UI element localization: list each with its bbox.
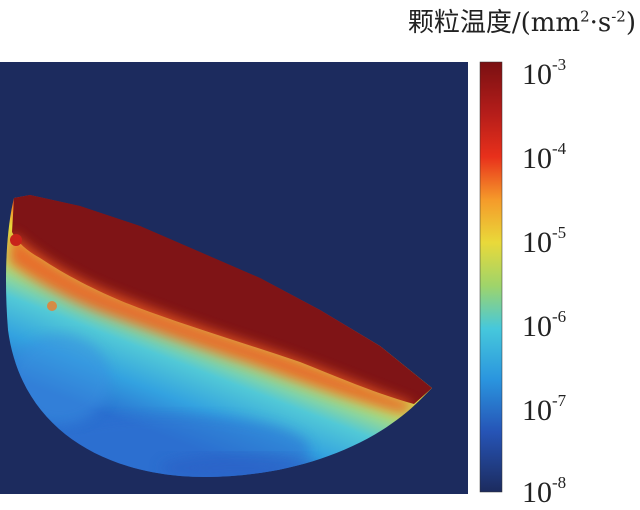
- colorbar-tick: 10-7: [522, 391, 567, 427]
- colorbar-title: 颗粒温度/(mm2·s-2): [407, 7, 636, 38]
- colorbar-tick: 10-8: [522, 473, 567, 509]
- colorbar-tick: 10-6: [522, 307, 567, 343]
- colorbar-tick: 10-3: [522, 55, 567, 91]
- colorbar: [479, 61, 503, 493]
- colorbar-tick: 10-5: [522, 223, 567, 259]
- colorbar-tick: 10-4: [522, 139, 567, 175]
- surface-high-band: [12, 195, 432, 404]
